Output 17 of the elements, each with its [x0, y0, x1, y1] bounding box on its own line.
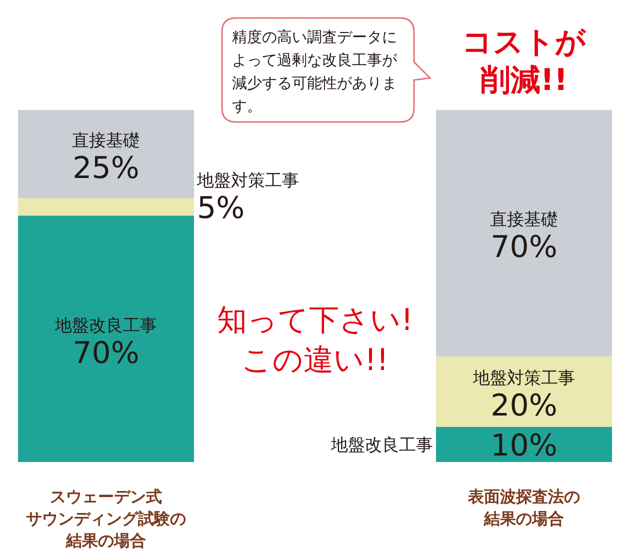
series-label: 直接基礎 — [490, 210, 558, 230]
x-tick-label: 表面波探査法の結果の場合 — [468, 487, 580, 528]
data-label: 5% — [197, 190, 245, 226]
series-label: 地盤改良工事 — [331, 435, 433, 456]
data-label: 20% — [490, 388, 558, 424]
data-label: 25% — [72, 151, 140, 186]
x-tick-label: スウェーデン式サウンディング試験の結果の場合 — [26, 487, 186, 550]
data-label: 70% — [490, 230, 558, 266]
annotation: 知って下さい!この違い!! — [216, 303, 414, 378]
series-label: 地盤対策工事 — [197, 170, 299, 191]
series-label: 地盤対策工事 — [473, 368, 575, 389]
annotation: 精度の高い調査データによって過剰な改良工事が減少する可能性があります。 — [232, 28, 397, 115]
series-label: 直接基礎 — [72, 131, 140, 151]
data-label: 10% — [490, 428, 558, 464]
data-label: 70% — [72, 336, 140, 371]
annotation: コストが削減!! — [462, 25, 586, 98]
series-label: 地盤改良工事 — [55, 316, 157, 336]
